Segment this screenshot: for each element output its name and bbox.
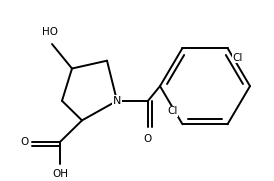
Text: N: N (113, 96, 121, 106)
Text: Cl: Cl (233, 53, 243, 63)
Text: O: O (21, 137, 29, 147)
Text: OH: OH (52, 169, 68, 179)
Text: HO: HO (42, 27, 58, 37)
Text: O: O (144, 134, 152, 144)
Text: Cl: Cl (167, 106, 178, 116)
